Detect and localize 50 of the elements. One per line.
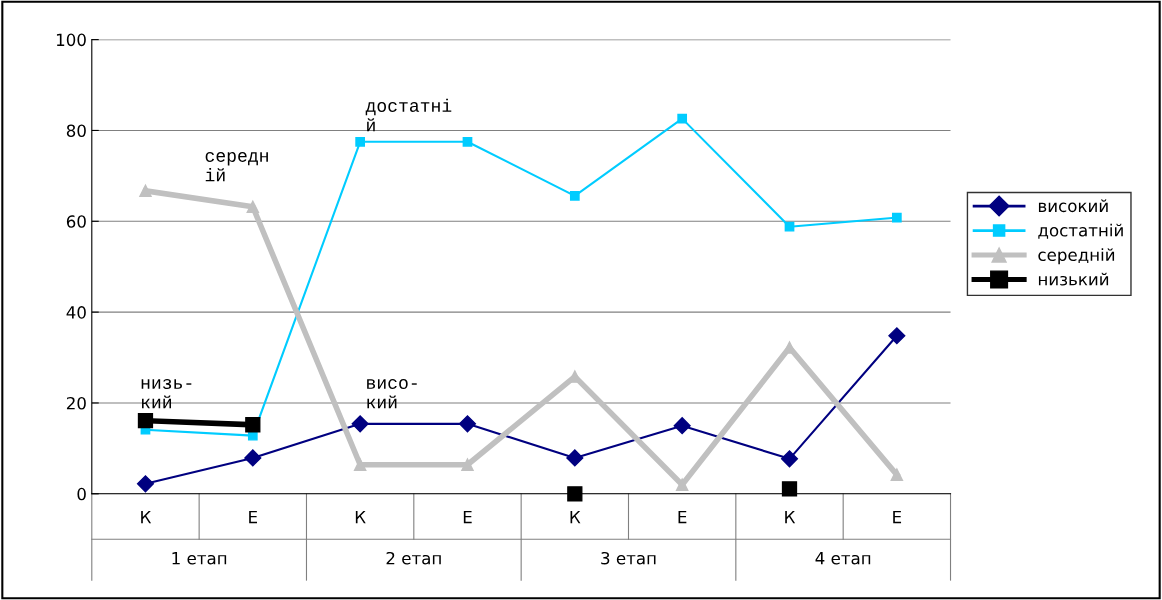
y-tick-label: 0 bbox=[77, 487, 86, 501]
text: 2 етап bbox=[386, 551, 441, 565]
text: 4 етап bbox=[815, 552, 871, 565]
x-tick-label: К bbox=[570, 510, 581, 524]
legend-label: низький bbox=[1038, 272, 1109, 286]
legend-label: високий bbox=[1038, 199, 1108, 213]
text: 3 етап bbox=[601, 551, 656, 565]
point bbox=[566, 449, 584, 467]
point bbox=[888, 327, 906, 345]
x-tick-label: К bbox=[141, 510, 152, 524]
point bbox=[458, 415, 477, 433]
point bbox=[784, 221, 795, 232]
annotation: висо- кий bbox=[367, 379, 417, 409]
point bbox=[244, 449, 262, 467]
y-tick-label: 40 bbox=[66, 306, 86, 319]
x-tick-label: Е bbox=[893, 510, 902, 524]
annotation: середн ій bbox=[205, 151, 268, 182]
point bbox=[355, 136, 366, 147]
point bbox=[137, 413, 154, 429]
point bbox=[569, 190, 580, 201]
point bbox=[136, 475, 155, 493]
y-tick-label: 80 bbox=[66, 124, 86, 138]
point bbox=[462, 136, 473, 147]
point bbox=[246, 200, 260, 213]
legend-label: середній bbox=[1038, 248, 1115, 265]
point bbox=[353, 458, 367, 471]
point bbox=[567, 486, 583, 502]
point bbox=[677, 113, 688, 124]
point bbox=[139, 184, 152, 198]
y-tick-label: 20 bbox=[66, 396, 86, 410]
x-tick-label: Е bbox=[463, 510, 472, 524]
x-tick-label: К bbox=[355, 510, 366, 524]
y-tick-label: 60 bbox=[66, 215, 86, 228]
x-tick-label: Е bbox=[249, 510, 258, 524]
point bbox=[780, 450, 799, 468]
annotation: достатні й bbox=[365, 98, 452, 132]
point bbox=[245, 417, 261, 433]
point bbox=[781, 481, 798, 497]
x-tick-label: К bbox=[785, 510, 796, 524]
point bbox=[890, 468, 904, 481]
text: 1 етап bbox=[172, 552, 227, 565]
annotation: низь- кий bbox=[141, 379, 192, 409]
point bbox=[675, 478, 689, 491]
legend-label: достатній bbox=[1038, 223, 1123, 239]
point bbox=[891, 212, 902, 223]
y-tick-label: 100 bbox=[56, 33, 86, 47]
point bbox=[351, 415, 369, 433]
point bbox=[673, 417, 691, 435]
x-tick-label: Е bbox=[678, 510, 687, 524]
point bbox=[461, 458, 474, 471]
